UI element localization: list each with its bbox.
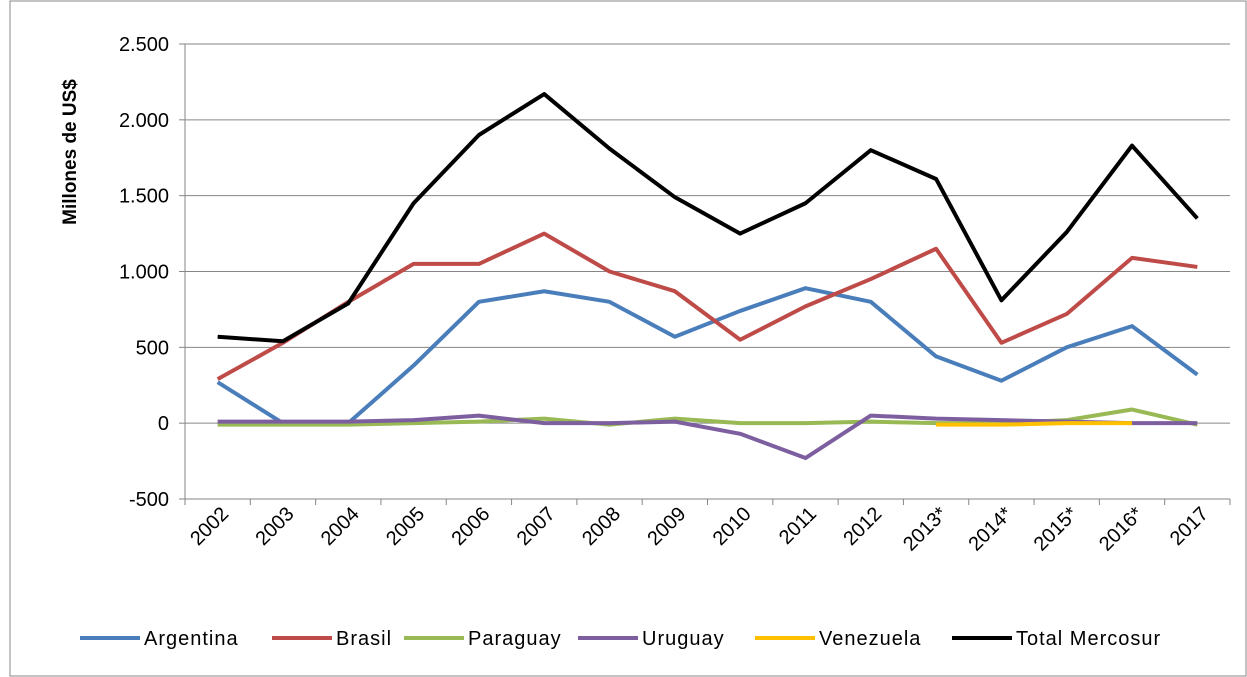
y-tick-label: 500 xyxy=(136,337,169,359)
legend-label: Uruguay xyxy=(642,628,725,650)
legend-label: Total Mercosur xyxy=(1016,628,1161,650)
series-line xyxy=(217,413,1198,461)
y-axis-label: Millones de US$ xyxy=(60,79,81,225)
legend-label: Argentina xyxy=(144,628,239,650)
legend-label: Paraguay xyxy=(468,628,562,650)
y-tick-label: 2.500 xyxy=(119,34,169,56)
chart-frame xyxy=(9,0,1247,677)
y-tick-label: 1.000 xyxy=(119,262,169,284)
series-line xyxy=(217,92,1199,344)
y-tick-label: -500 xyxy=(129,489,169,511)
y-tick-label: 2.000 xyxy=(119,110,169,132)
y-tick-label: 0 xyxy=(158,413,169,435)
series-line xyxy=(216,286,1199,426)
series-line xyxy=(216,231,1198,381)
legend-label: Venezuela xyxy=(819,628,921,650)
series-line xyxy=(936,421,1133,427)
legend-label: Brasil xyxy=(336,628,392,650)
y-tick-label: 1.500 xyxy=(119,186,169,208)
